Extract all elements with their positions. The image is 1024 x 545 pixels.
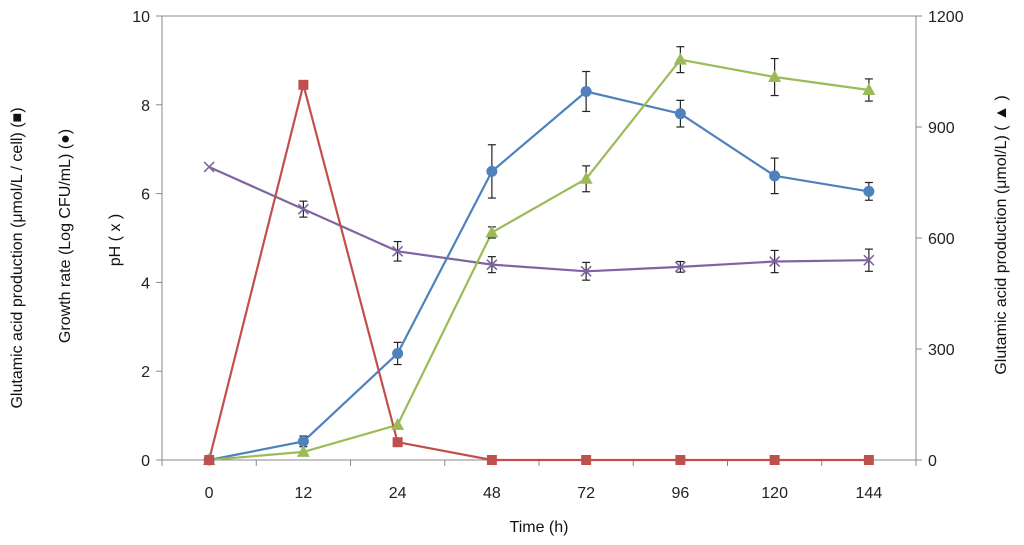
series-layer xyxy=(202,46,876,466)
x-tick-label: 72 xyxy=(577,485,595,502)
x-marker xyxy=(392,245,404,257)
triangle-marker xyxy=(579,171,593,184)
x-tick-label: 24 xyxy=(389,485,407,502)
triangle-marker xyxy=(768,70,782,83)
series-line-x xyxy=(208,165,869,273)
x-tick-label: 120 xyxy=(761,485,788,502)
x-marker xyxy=(863,254,875,266)
y-left-tick-label: 4 xyxy=(141,275,150,292)
y-axis-title-left-outer: Glutamic acid production (μmol/L / cell)… xyxy=(9,107,26,408)
x-marker xyxy=(486,259,498,271)
triangle-marker xyxy=(673,52,687,65)
series-line-square xyxy=(208,83,869,462)
circle-marker xyxy=(674,108,686,120)
plot-area-frame xyxy=(161,15,917,461)
y-right-tick-label: 1200 xyxy=(928,9,964,26)
x-marker xyxy=(674,261,686,273)
x-marker xyxy=(203,161,215,173)
x-marker xyxy=(769,255,781,268)
y-right-tick-label: 300 xyxy=(928,342,955,359)
square-marker xyxy=(298,79,309,90)
x-tick-label: 0 xyxy=(205,485,214,502)
x-tick-label: 12 xyxy=(294,485,312,502)
y-axis-title-left-inner: pH ( x ) xyxy=(107,214,124,266)
x-tick-label: 144 xyxy=(856,485,883,502)
y-left-tick-label: 8 xyxy=(141,98,150,115)
circle-marker xyxy=(580,85,592,97)
triangle-marker xyxy=(296,444,310,457)
x-tick-label: 48 xyxy=(483,485,501,502)
square-marker xyxy=(769,455,780,465)
circle-marker xyxy=(863,185,875,197)
square-marker xyxy=(863,455,874,465)
square-marker xyxy=(486,455,497,465)
y-right-tick-label: 600 xyxy=(928,231,955,248)
y-right-tick-label: 900 xyxy=(928,120,955,137)
square-marker xyxy=(675,455,686,465)
triangle-marker xyxy=(485,225,499,238)
square-marker xyxy=(204,455,215,465)
circle-marker xyxy=(392,347,404,359)
y-left-tick-label: 2 xyxy=(141,364,150,381)
series-line-triangle xyxy=(209,58,870,462)
labels-layer: Time (h) Glutamic acid production (μmol/… xyxy=(9,95,1010,536)
x-axis-title: Time (h) xyxy=(510,519,569,536)
square-marker xyxy=(392,437,403,448)
y-left-tick-label: 10 xyxy=(132,9,150,26)
circle-marker xyxy=(297,435,309,447)
y-left-tick-label: 6 xyxy=(141,187,150,204)
square-marker xyxy=(581,455,592,465)
triangle-marker xyxy=(391,417,405,430)
y-right-tick-label: 0 xyxy=(928,453,937,470)
circle-marker xyxy=(486,165,498,177)
y-axis-title-left-middle: Growth rate (Log CFU/mL) (●) xyxy=(57,129,74,343)
x-tick-label: 96 xyxy=(671,485,689,502)
x-marker xyxy=(580,265,592,277)
series-line-circle xyxy=(208,90,870,462)
circle-marker xyxy=(769,170,781,182)
y-axis-title-right: Glutamic acid production (μmol/L) ( ▲ ) xyxy=(993,95,1010,374)
y-left-tick-label: 0 xyxy=(141,453,150,470)
x-marker xyxy=(297,203,309,215)
triangle-marker xyxy=(862,83,876,95)
